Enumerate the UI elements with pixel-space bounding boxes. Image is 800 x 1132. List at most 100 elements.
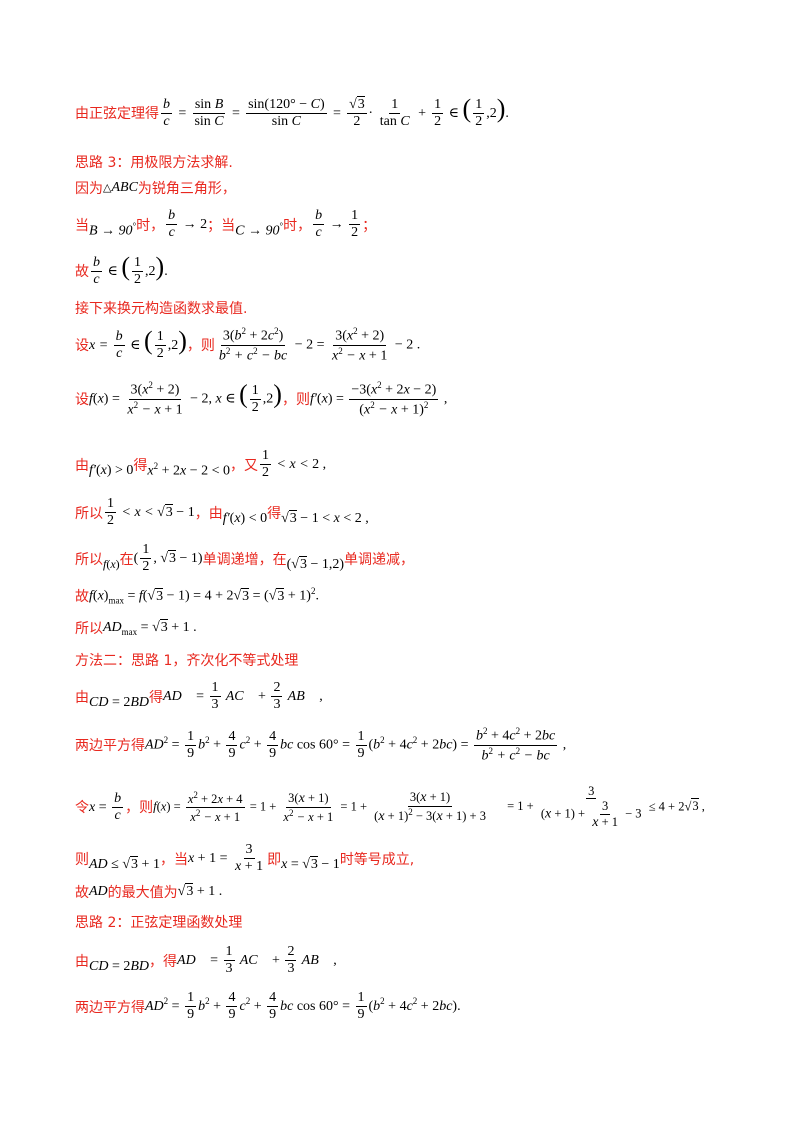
text: 故 [75, 589, 89, 605]
line-monotonic: 所以 f(x) 在 (1 2, √3 − 1) 单调递增，在 (√3 − 1,2)… [75, 542, 414, 575]
text: 故 [75, 264, 89, 281]
text: 由 [75, 689, 89, 706]
line-acute-triangle: 因为 △ABC 为锐角三角形， [75, 178, 236, 198]
text: 时等号成立, [339, 851, 415, 868]
text: 即 [267, 851, 282, 868]
text: ，则 [281, 392, 310, 409]
formula: (√3 − 1,2) [286, 555, 345, 572]
formula: AD ≤ √3 + 1 [89, 855, 160, 872]
formula: f(x) = 3(x2 + 2) x2 − x + 1 − 2, x ∈ (1 2,… [89, 379, 282, 418]
line-idea-2: 思路 2：正弦定理函数处理 [75, 912, 242, 932]
line-conclusion: 故 AD 的最大值为 √3 + 1 . [75, 882, 222, 902]
text: 两边平方得 [75, 999, 145, 1016]
formula: f′(x) = −3(x2 + 2x − 2) (x2 − x + 1)2 , [309, 380, 448, 418]
formula: f(x) = x2 + 2x + 4 x2 − x + 1 = 1 + 3(x +… [153, 784, 705, 830]
text: 令 [75, 800, 89, 817]
line-substitution: 接下来换元构造函数求最值. [75, 298, 247, 318]
text: 在 [119, 551, 134, 568]
text: ； [362, 217, 377, 234]
text: 得 [149, 689, 164, 706]
formula: AD [89, 884, 108, 899]
text: ，又 [230, 457, 259, 474]
formula: AD2 = 1 9 b2 + 4 9 c2 + 4 9 bc cos 60° = 1 9 (b2… [145, 726, 567, 764]
line-max-f: 故 f(x)max = f(√3 − 1) = 4 + 2√3 = (√3 + … [75, 586, 319, 606]
text: 设 [75, 392, 89, 409]
text: ，则 [125, 800, 154, 817]
text: 时， [283, 217, 312, 234]
formula: B → 90° [89, 221, 137, 239]
text: 故 [75, 885, 89, 901]
formula: √3 − 1 < x < 2 , [281, 509, 369, 526]
formula: 3(b2 + 2c2) b2 + c2 − bc − 2 = 3(x2 + 2) x… [218, 326, 421, 364]
line-define-f: 设 f(x) = 3(x2 + 2) x2 − x + 1 − 2, x ∈ (1… [75, 380, 447, 419]
formula: f(x)max = f(√3 − 1) = 4 + 2√3 = (√3 + 1)… [89, 586, 319, 606]
formula: f(x) [103, 557, 120, 572]
formula: CD = 2BD [89, 958, 150, 974]
text: 由 [75, 953, 89, 970]
heading: 思路 3：用极限方法求解. [75, 155, 233, 171]
text: 所以 [75, 621, 103, 637]
formula: CD = 2BD [89, 694, 150, 710]
formula: f′(x) < 0 [222, 510, 268, 526]
text: 所以 [75, 505, 103, 522]
text: 所以 [75, 551, 103, 568]
text: 接下来换元构造函数求最值. [75, 301, 248, 317]
text: 由正弦定理得 [75, 106, 159, 123]
formula: x2 + 2x − 2 < 0 [147, 461, 231, 479]
text: 设 [75, 338, 89, 355]
text: 得 [133, 457, 148, 474]
heading: 思路 2：正弦定理函数处理 [75, 915, 243, 931]
text: ，由 [194, 505, 223, 522]
text: ，得 [149, 953, 178, 970]
formula: ADmax = √3 + 1 . [103, 618, 197, 637]
text: 单调递增，在 [202, 551, 287, 568]
line-method-2: 方法二：思路 1，齐次化不等式处理 [75, 650, 298, 670]
text: 因为 [75, 181, 103, 197]
formula: C → 90° [235, 221, 284, 239]
text: 当 [75, 217, 89, 234]
heading: 方法二：思路 1，齐次化不等式处理 [75, 653, 299, 669]
text: 则 [75, 851, 89, 868]
formula: AD2 = 1 9 b2 + 4 9 c2 + 4 9 bc cos 60° = 1 9 (b2… [145, 990, 461, 1023]
text: 两边平方得 [75, 738, 145, 755]
text: ；当 [207, 217, 236, 234]
text: ，当 [159, 851, 188, 868]
text: 时， [136, 217, 165, 234]
formula: f′(x) > 0 [89, 462, 134, 478]
formula: √3 + 1 . [177, 883, 223, 899]
line-ad-max: 所以 ADmax = √3 + 1 . [75, 618, 197, 638]
text: 为锐角三角形， [137, 181, 236, 197]
text: 得 [267, 505, 282, 522]
line-square-2: 两边平方得 AD2 = 1 9 b2 + 4 9 c2 + 4 9 bc cos 60° =… [75, 990, 461, 1023]
formula: △ABC [103, 180, 138, 195]
formula: (1 2, √3 − 1) [133, 542, 203, 575]
line-square-1: 两边平方得 AD2 = 1 9 b2 + 4 9 c2 + 4 9 bc cos 60° =… [75, 726, 566, 765]
text: ，则 [186, 338, 215, 355]
text: 由 [75, 457, 89, 474]
text: 单调递减， [344, 551, 415, 568]
formula: x = √3 − 1 [281, 855, 340, 872]
text: 的最大值为 [107, 885, 178, 901]
line-idea-3: 思路 3：用极限方法求解. [75, 152, 233, 172]
